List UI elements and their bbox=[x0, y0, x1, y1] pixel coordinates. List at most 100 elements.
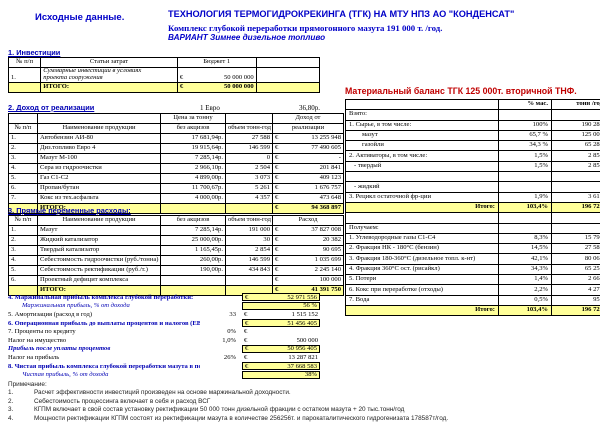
balance-row: 1. Сырье, в том числе: 100% 190 284 bbox=[345, 119, 600, 131]
balance-row: 4. Фракция 360°С ост. (рисайкл) 34,3% 65… bbox=[345, 263, 600, 276]
col-volume: объем тонн-год bbox=[225, 123, 273, 134]
summary-row: Маржинальная прибыль, % от дохода 56 % bbox=[8, 301, 320, 311]
costs-row: 2. Жидкий катализатор 25 000,00р. 30 €20… bbox=[8, 235, 344, 246]
summary-row: 8. Чистая прибыль комплекса глубокой пер… bbox=[8, 362, 320, 371]
income-row: ИТОГО: €94 368 897 bbox=[8, 203, 344, 214]
balance-row: газойли 34,3 % 65 284 bbox=[345, 140, 600, 152]
income-row: 3. Мазут М-100 7 285,14р. 0 € - bbox=[8, 153, 344, 164]
investments-total-row: ИТОГО: €50 000 000 bbox=[7, 81, 321, 93]
balance-row: 2. Активаторы, в том числе: 1,5% 2 854 bbox=[345, 150, 600, 162]
col-name: Наименование продукции bbox=[37, 123, 161, 134]
balance-row: Итого: 103,4% 196 728 bbox=[345, 201, 600, 214]
summary-row: Налог на имущество 1,0% €500 000 bbox=[8, 336, 318, 344]
costs-row: 5. Себестоимость ректификации (руб./т.) … bbox=[8, 265, 344, 276]
balance-row: Получаем: bbox=[345, 222, 600, 234]
income-row: 2. Диз.топливо Евро 4 19 915,64р. 146 59… bbox=[8, 143, 344, 154]
investments-header-row: № п/п Статьи затрат Бюджет 1 bbox=[7, 57, 321, 68]
income-row: 6. Пропан/бутан 11 700,67р. 5 261 €1 676… bbox=[8, 183, 344, 194]
income-row: 1. Автобензин АИ-80 17 681,94р. 27 588 €… bbox=[8, 133, 344, 144]
summary-value: €500 000 bbox=[244, 336, 318, 344]
summary-row: 6. Операционная прибыль до выплаты проце… bbox=[8, 319, 320, 328]
balance-row bbox=[345, 171, 600, 183]
costs-row: 3. Твердый катализатор 1 165,45р. 2 854 … bbox=[8, 245, 344, 256]
costs-row: 4. Себестоимость гидроочистки (руб./тонн… bbox=[8, 255, 344, 266]
variant-line: ВАРИАНТ Зимнее дизельное топливо bbox=[168, 33, 326, 42]
total-value: €50 000 000 bbox=[176, 81, 257, 93]
title-block: ТЕХНОЛОГИЯ ТЕРМОГИДРОКРЕКИНГА (ТГК) НА М… bbox=[168, 9, 588, 42]
summary-value: 56 % bbox=[242, 301, 320, 310]
footnote-line: 4. Мощности ректификации КГПМ состоят из… bbox=[8, 414, 449, 422]
balance-row: 3. Фракция 180-360°С (дизельное топл. к-… bbox=[345, 253, 600, 265]
summary-row: 4. Маржинальная прибыль комплекса глубок… bbox=[8, 293, 320, 302]
col-mass-pct: % мас. bbox=[498, 98, 552, 111]
balance-row: Итого: 103,4% 196 728 bbox=[345, 304, 600, 317]
euro-rate-value: 36,80р. bbox=[299, 104, 320, 112]
footnote-line: 2. Себестоимость процессинга включает в … bbox=[8, 397, 211, 405]
balance-row: 2. Фракция НК - 180°С (бензин) 14,5% 27 … bbox=[345, 243, 600, 255]
footnote-line: 3. КГПМ включает в свой состав установку… bbox=[8, 406, 405, 414]
lead-heading: Исходные данные. bbox=[35, 12, 125, 23]
col-volume: объем тонн-год bbox=[225, 215, 273, 226]
row-label: Суммарные инвестиции в условиях проекта … bbox=[40, 67, 178, 83]
summary-value: €51 456 405 bbox=[242, 319, 320, 328]
col-income-2: реализации bbox=[272, 123, 344, 134]
col-price-1: Цена за тонну bbox=[160, 113, 226, 124]
summary-row: Чистая прибыль, % от дохода 38% bbox=[8, 370, 320, 379]
balance-row: 3. Рецикл остаточной фр-ции 1,9% 3 615 bbox=[345, 191, 600, 203]
col-extra bbox=[255, 57, 321, 68]
income-row: 7. Кокс из тех.асфальта 4 000,00р. 4 357… bbox=[8, 193, 344, 204]
costs-table: № п/п Наименование продукции без акцизов… bbox=[8, 215, 344, 296]
costs-section: 3. Прямые переменные расходы: № п/п Наим… bbox=[8, 206, 344, 296]
page-subtitle: Комплекс глубокой переработки прямогонно… bbox=[168, 23, 443, 33]
col-price: без акцизов bbox=[160, 215, 226, 226]
summary-value: 38% bbox=[242, 370, 320, 379]
material-balance-section: Материальный баланс ТГК 125 000т. вторич… bbox=[345, 86, 600, 317]
col-budget: Бюджет 1 bbox=[176, 57, 257, 68]
material-balance-table: % мас. тонн /год Взято: 1. Сырье, в том … bbox=[345, 98, 600, 317]
col-tons-year: тонн /год bbox=[551, 98, 600, 111]
col-num: № п/п bbox=[8, 215, 38, 226]
balance-row: - жидкий bbox=[345, 181, 600, 193]
balance-row: 5. Потери 1,4% 2 664 bbox=[345, 274, 600, 286]
balance-header-row: % мас. тонн /год bbox=[345, 98, 600, 111]
summary-value: €50 956 405 bbox=[242, 344, 320, 353]
row-num: 1. bbox=[7, 67, 42, 83]
income-header-row1: Цена за тонну Доход от bbox=[8, 113, 344, 124]
balance-row: 7. Вода 0,5% 951 bbox=[345, 294, 600, 306]
balance-row: 6. Кокс при переработке (отходы) 2,2% 4 … bbox=[345, 284, 600, 296]
investments-table: № п/п Статьи затрат Бюджет 1 1. Суммарны… bbox=[7, 57, 321, 93]
col-num: № п/п bbox=[8, 123, 38, 134]
summary-row: 7. Проценты по кредиту 0% € bbox=[8, 327, 320, 336]
row-value: €50 000 000 bbox=[176, 67, 257, 83]
summary-row: 5. Амортизация (расход в год) 33 €1 515 … bbox=[8, 310, 318, 318]
summary-row: Прибыль после уплаты процентов €50 956 4… bbox=[8, 344, 320, 354]
summary-value: € bbox=[244, 328, 248, 336]
footnotes: Примечание: 1. Расчет эффективности инве… bbox=[8, 381, 594, 424]
footnote-line: 1. Расчет эффективности инвестиций произ… bbox=[8, 389, 291, 396]
summary-value: €52 971 556 bbox=[242, 293, 320, 302]
income-row: 5. Газ С1-С2 4 899,00р. 3 073 €409 123 bbox=[8, 173, 344, 184]
euro-rate-label: 1 Евро bbox=[200, 104, 220, 112]
profit-summary: 4. Маржинальная прибыль комплекса глубок… bbox=[8, 293, 320, 379]
page-title: ТЕХНОЛОГИЯ ТЕРМОГИДРОКРЕКИНГА (ТГК) НА М… bbox=[168, 9, 515, 19]
col-income-1: Доход от bbox=[272, 113, 344, 124]
costs-header-row: № п/п Наименование продукции без акцизов… bbox=[8, 215, 344, 226]
income-section: 2. Доход от реализации 1 Евро 36,80р. Це… bbox=[8, 103, 344, 214]
investments-row: 1. Суммарные инвестиции в условиях проек… bbox=[7, 67, 321, 83]
footnotes-title: Примечание: bbox=[8, 381, 47, 388]
summary-row: Налог на прибыль 26% €13 287 821 bbox=[8, 353, 318, 361]
col-price-2: без акцизов bbox=[160, 123, 226, 134]
summary-value: €37 668 583 bbox=[242, 362, 320, 371]
investments-section: 1. Инвестиции № п/п Статьи затрат Бюджет… bbox=[7, 48, 321, 93]
col-name: Наименование продукции bbox=[37, 215, 161, 226]
balance-row: мазут 65,7 % 125 000 bbox=[345, 129, 600, 142]
material-balance-title: Материальный баланс ТГК 125 000т. вторич… bbox=[345, 86, 577, 96]
balance-row bbox=[345, 212, 600, 224]
col-num: № п/п bbox=[7, 57, 42, 68]
balance-row: 1. Углеводородные газы С1-С4 8,3% 15 794 bbox=[345, 232, 600, 245]
summary-value: €1 515 152 bbox=[244, 310, 318, 318]
total-label: ИТОГО: bbox=[40, 81, 178, 93]
income-row: 4. Сера из гидроочистки 2 966,10р. 2 504… bbox=[8, 163, 344, 174]
costs-row: 6. Проектный дефицит комплекса €100 000 bbox=[8, 275, 344, 286]
